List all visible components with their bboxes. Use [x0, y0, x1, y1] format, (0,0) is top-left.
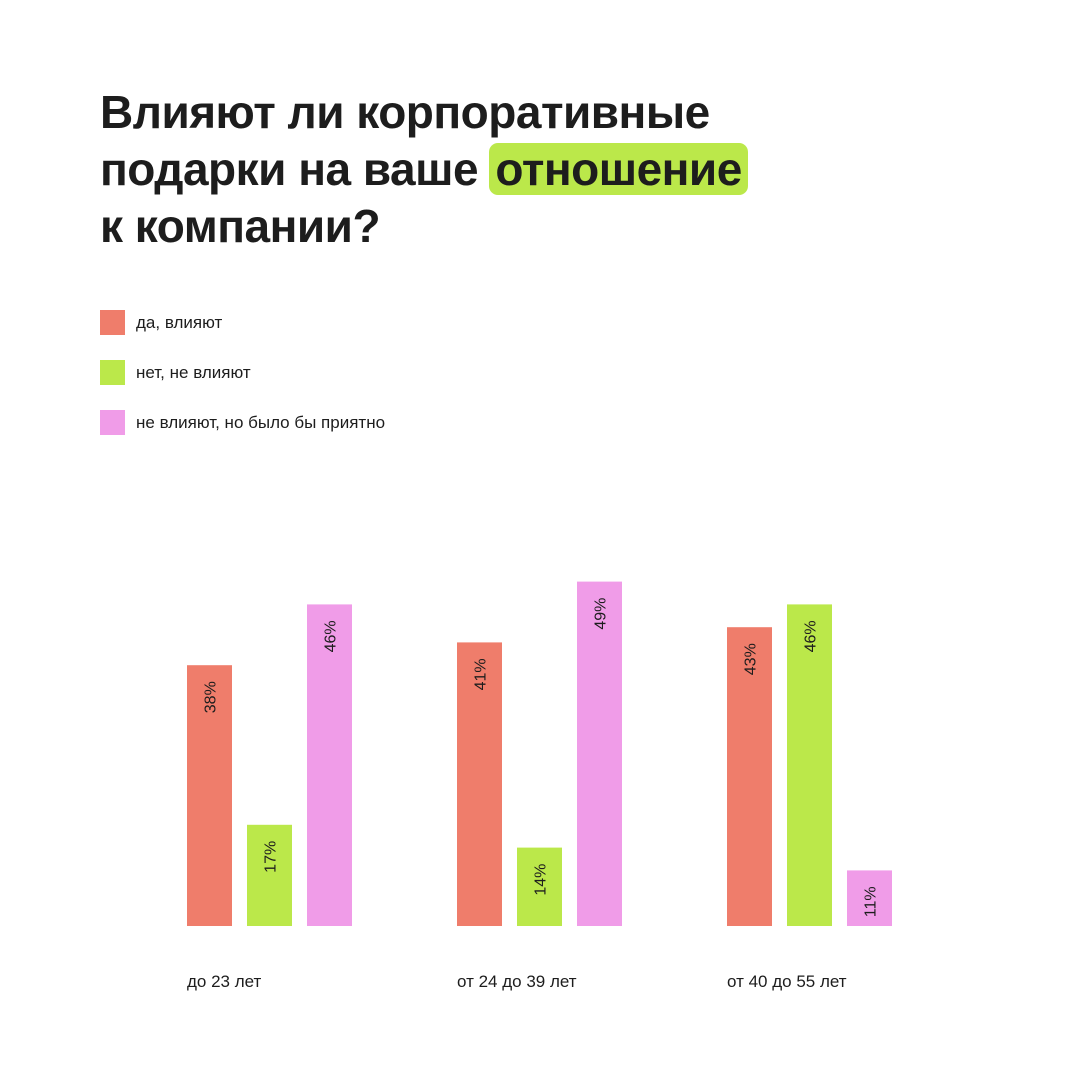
legend-item: не влияют, но было бы приятно	[100, 410, 385, 435]
legend-item: да, влияют	[100, 310, 385, 335]
category-label: от 40 до 55 лет	[727, 972, 847, 991]
title-line-2: подарки на ваше	[100, 143, 491, 195]
bar	[787, 604, 832, 926]
bar	[577, 581, 622, 926]
bar	[727, 627, 772, 926]
bar-value-label: 43%	[743, 643, 760, 675]
bar-value-label: 14%	[533, 864, 550, 896]
category-label: до 23 лет	[187, 972, 262, 991]
legend-item: нет, не влияют	[100, 360, 385, 385]
legend-swatch	[100, 310, 125, 335]
chart-title: Влияют ли корпоративные подарки на ваше …	[100, 84, 748, 255]
legend-label: да, влияют	[136, 312, 223, 332]
legend-swatch	[100, 360, 125, 385]
title-line-3: к компании?	[100, 200, 381, 252]
bar	[847, 870, 892, 926]
title-highlight: отношение	[489, 143, 748, 195]
legend: да, влияют нет, не влияют не влияют, но …	[100, 310, 385, 460]
title-line-1: Влияют ли корпоративные	[100, 86, 710, 138]
legend-label: нет, не влияют	[136, 362, 251, 382]
category-label: от 24 до 39 лет	[457, 972, 577, 991]
legend-swatch	[100, 410, 125, 435]
bar-value-label: 17%	[263, 841, 280, 873]
legend-label: не влияют, но было бы приятно	[136, 412, 386, 432]
bar-value-label: 46%	[803, 620, 820, 652]
bar-value-label: 46%	[323, 620, 340, 652]
bar	[307, 604, 352, 926]
bar	[187, 665, 232, 926]
bar	[517, 847, 562, 926]
bar	[457, 642, 502, 926]
bar-value-label: 49%	[593, 598, 610, 630]
bar	[247, 824, 292, 926]
bar-value-label: 38%	[203, 681, 220, 713]
bar-value-label: 41%	[473, 658, 490, 690]
bar-value-label: 11%	[863, 886, 880, 917]
